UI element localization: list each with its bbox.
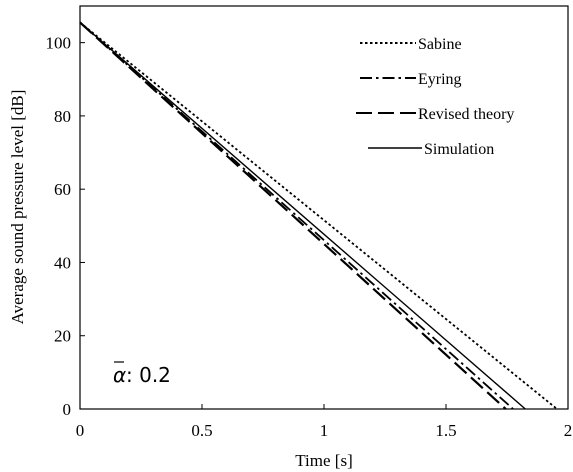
x-tick-label: 1	[320, 421, 329, 440]
alpha-annotation: α : 0.2	[113, 361, 171, 387]
legend-label-simulation: Simulation	[424, 141, 494, 158]
y-tick-label: 40	[54, 253, 71, 272]
series-layer	[79, 21, 558, 410]
y-tick-label: 60	[54, 180, 71, 199]
x-tick-label: 0	[76, 421, 85, 440]
series-line-sabine	[79, 21, 558, 410]
x-tick-label: 1.5	[435, 421, 456, 440]
series-line-revised-theory	[79, 21, 507, 410]
y-tick-label: 0	[63, 400, 72, 419]
x-axis-label: Time [s]	[295, 451, 352, 470]
series-line-simulation	[79, 21, 526, 410]
y-tick-label: 80	[54, 107, 71, 126]
x-tick-label: 0.5	[191, 421, 212, 440]
y-tick-label: 100	[46, 34, 72, 53]
legend-label-eyring: Eyring	[418, 71, 462, 88]
alpha-value: : 0.2	[126, 363, 171, 387]
y-tick-label: 20	[54, 327, 71, 346]
plot-area-frame	[79, 5, 569, 410]
x-tick-label: 2	[564, 421, 573, 440]
y-axis-label: Average sound pressure level [dB]	[8, 90, 27, 325]
legend-label-sabine: Sabine	[418, 36, 462, 53]
legend-label-revised-theory: Revised theory	[418, 106, 514, 123]
alpha-symbol: α	[113, 363, 126, 387]
legend: Sabine Eyring Revised theory Simulation	[356, 36, 514, 158]
